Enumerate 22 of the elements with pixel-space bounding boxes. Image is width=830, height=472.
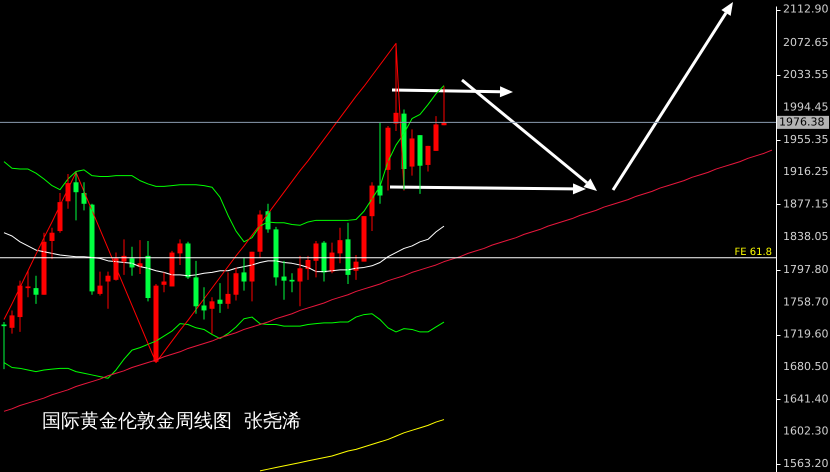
y-tick-label: 1602.30 xyxy=(783,424,828,438)
y-tick-label: 2112.90 xyxy=(783,2,828,16)
y-tick-label: 1955.35 xyxy=(783,132,828,146)
y-tick-label: 1641.40 xyxy=(783,392,828,406)
y-tick-label: 1838.05 xyxy=(783,230,828,243)
y-tick-label: 1680.50 xyxy=(783,360,828,374)
y-tick-label: 1916.25 xyxy=(783,165,828,178)
y-tick-label: 1719.60 xyxy=(783,328,828,341)
y-tick-label: 1758.70 xyxy=(783,295,828,308)
line-series xyxy=(4,150,772,412)
y-tick-label: 1877.15 xyxy=(783,197,828,210)
y-tick-label: 1797.80 xyxy=(783,263,828,276)
ref-line-label: FE 61.8 xyxy=(734,246,772,258)
line-series xyxy=(4,42,404,364)
line-series xyxy=(4,85,444,242)
y-tick-label: 2072.65 xyxy=(783,36,828,49)
ref-line-label: 1976.38 xyxy=(779,115,824,128)
y-tick-label: 1994.45 xyxy=(783,100,828,114)
text: 国际黄金伦敦金周线图 张尧浠 xyxy=(42,409,302,434)
line-series xyxy=(4,313,444,379)
y-tick-label: 2033.55 xyxy=(783,68,828,82)
y-tick-label: 1563.20 xyxy=(783,457,828,470)
